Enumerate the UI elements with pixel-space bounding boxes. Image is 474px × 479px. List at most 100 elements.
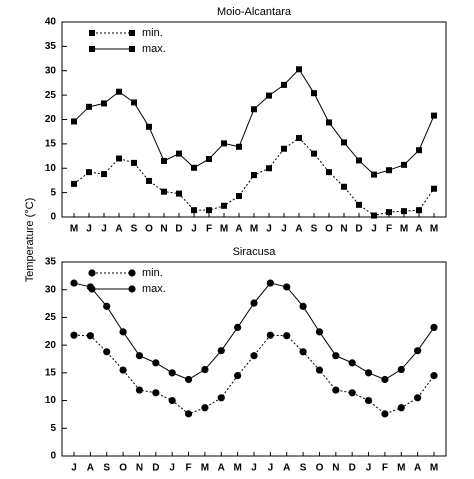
y-tick-label: 25 (45, 312, 57, 323)
point (364, 396, 373, 405)
x-tick-label: O (325, 224, 333, 235)
point (332, 386, 340, 394)
point (191, 164, 197, 171)
x-tick-label: A (283, 463, 290, 474)
x-tick-label: O (316, 463, 324, 474)
x-tick-label: D (175, 224, 182, 235)
point (103, 302, 111, 310)
legend-marker (88, 269, 96, 277)
x-tick-label: M (397, 463, 405, 474)
point (341, 183, 347, 190)
legend-label: min. (142, 27, 163, 39)
point (251, 172, 257, 179)
point (416, 147, 422, 154)
x-tick-label: M (430, 463, 438, 474)
legend-marker (129, 30, 135, 36)
legend-marker (129, 46, 135, 52)
y-tick-label: 35 (45, 41, 57, 52)
point (184, 375, 193, 384)
point (168, 369, 176, 377)
legend-marker (89, 30, 95, 36)
legend-label: min. (142, 267, 163, 279)
point (221, 202, 227, 209)
x-tick-label: A (235, 224, 242, 235)
x-tick-label: F (185, 463, 191, 474)
y-tick-label: 20 (45, 340, 57, 351)
point (217, 347, 225, 355)
chart-title: Siracusa (233, 246, 277, 258)
point (326, 169, 332, 176)
x-tick-label: D (152, 463, 159, 474)
x-tick-label: J (281, 224, 287, 235)
x-tick-label: F (382, 463, 388, 474)
point (236, 143, 242, 150)
point (397, 365, 405, 374)
x-tick-label: S (103, 463, 110, 474)
point (266, 279, 274, 287)
point (299, 302, 307, 310)
point (332, 352, 340, 360)
point (146, 177, 152, 184)
x-tick-label: D (349, 463, 356, 474)
point (356, 201, 362, 208)
x-tick-label: J (266, 224, 272, 235)
point (283, 283, 291, 291)
point (101, 100, 107, 107)
legend-marker (128, 285, 136, 293)
point (234, 323, 242, 332)
point (315, 328, 324, 336)
point (311, 150, 317, 157)
x-tick-label: F (206, 224, 212, 235)
point (356, 157, 362, 164)
x-tick-label: S (300, 463, 307, 474)
point (234, 372, 242, 380)
point (152, 359, 160, 367)
x-tick-label: M (70, 224, 78, 235)
point (414, 394, 422, 402)
y-tick-label: 30 (45, 65, 57, 76)
point (168, 396, 176, 405)
point (381, 410, 389, 418)
point (131, 159, 137, 166)
y-tick-label: 35 (45, 257, 57, 268)
x-tick-label: M (430, 224, 438, 235)
chart-title: Moio-Alcantara (217, 6, 292, 18)
x-tick-label: O (145, 224, 153, 235)
point (431, 112, 437, 119)
x-tick-label: O (119, 463, 127, 474)
point (414, 347, 422, 355)
x-tick-label: M (250, 224, 258, 235)
legend-label: max. (142, 283, 166, 295)
y-tick-label: 5 (50, 423, 56, 434)
point (296, 66, 302, 73)
point (296, 135, 302, 142)
point (397, 404, 405, 412)
series-line (73, 334, 435, 415)
x-tick-label: A (87, 463, 94, 474)
y-tick-label: 15 (45, 367, 57, 378)
point (281, 81, 287, 88)
y-tick-label: 30 (45, 284, 57, 295)
y-tick-label: 40 (45, 17, 57, 28)
point (299, 348, 307, 356)
point (364, 369, 373, 377)
point (131, 99, 137, 106)
x-tick-label: D (355, 224, 362, 235)
point (119, 366, 127, 374)
x-tick-label: A (115, 224, 122, 235)
point (326, 119, 332, 126)
point (430, 323, 438, 332)
x-tick-label: A (295, 224, 302, 235)
point (70, 279, 78, 287)
series-line (73, 282, 435, 381)
point (315, 366, 324, 374)
point (206, 207, 212, 214)
x-tick-label: J (191, 224, 197, 235)
point (266, 165, 272, 172)
point (283, 332, 291, 340)
y-tick-label: 10 (45, 395, 57, 406)
point (416, 207, 422, 214)
x-tick-label: J (169, 463, 175, 474)
y-tick-label: 10 (45, 163, 57, 174)
